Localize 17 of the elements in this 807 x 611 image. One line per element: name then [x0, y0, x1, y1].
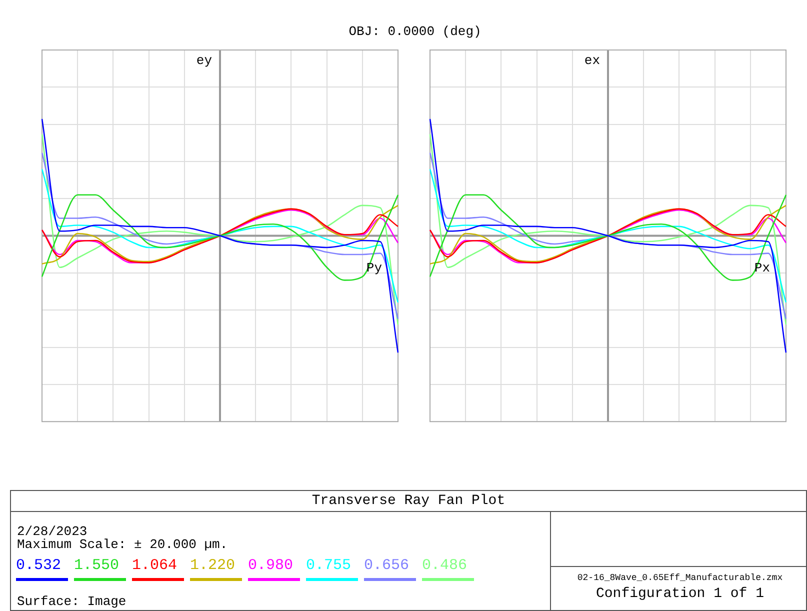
text: 0.755: [306, 557, 352, 574]
text: 1.064: [132, 557, 178, 574]
text: 0.532: [16, 557, 62, 574]
text: 1.220: [190, 557, 236, 574]
text: 2/28/2023: [17, 524, 88, 539]
y-axis-title: ex: [584, 52, 600, 68]
text: Maximum Scale: ± 20.000 µm.: [17, 537, 228, 552]
chart-title: OBJ: 0.0000 (deg): [348, 24, 482, 39]
text: 0.486: [422, 557, 468, 574]
text: Surface: Image: [17, 594, 126, 609]
text: Transverse Ray Fan Plot: [11, 491, 806, 512]
text: 1.550: [74, 557, 120, 574]
text: Configuration 1 of 1: [594, 586, 766, 602]
text: 02-16_8Wave_0.65Eff_Manufacturable.zmx: [576, 573, 784, 583]
y-axis-title: ey: [196, 52, 212, 68]
text: 0.980: [248, 557, 294, 574]
text: 0.656: [364, 557, 410, 574]
